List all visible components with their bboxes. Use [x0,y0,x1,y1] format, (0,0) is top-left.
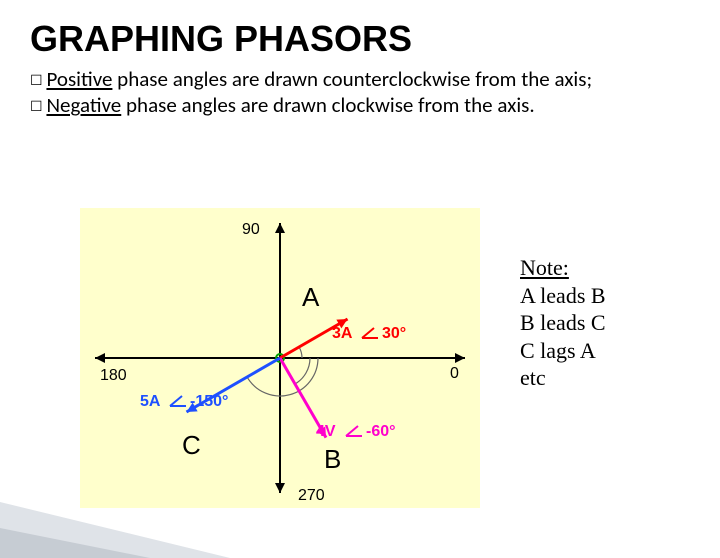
svg-text:5A: 5A [140,393,161,410]
phasor-svg: 90 0 180 270 A 3A 30° B 4V -60° C 5A -150° [80,208,480,508]
svg-text:4V: 4V [316,423,336,440]
note-line-1: A leads B [520,282,606,310]
note-heading: Note: [520,254,606,282]
svg-text:180: 180 [100,367,127,384]
bullet-negative: ☐ Negative phase angles are drawn clockw… [30,92,690,118]
svg-text:3A: 3A [332,325,353,342]
bullet-text-negative: phase angles are drawn clockwise from th… [121,92,534,118]
bullet-marker: ☐ [30,98,46,114]
bullet-key-positive: Positive [46,66,112,92]
bullet-positive: ☐ Positive phase angles are drawn counte… [30,66,690,92]
svg-text:90: 90 [242,221,260,238]
svg-text:270: 270 [298,487,325,504]
svg-text:0: 0 [450,365,459,382]
decor-corner-2 [0,528,150,558]
bullet-marker: ☐ [30,72,46,88]
svg-text:B: B [324,444,341,474]
bullet-list: ☐ Positive phase angles are drawn counte… [30,66,690,119]
bullet-key-negative: Negative [46,92,121,118]
bullet-text-positive: phase angles are drawn counterclockwise … [112,66,592,92]
svg-text:A: A [302,282,320,312]
svg-text:-150°: -150° [190,393,228,410]
svg-text:30°: 30° [382,325,406,342]
note-line-3: C lags A [520,337,606,365]
note-line-4: etc [520,364,606,392]
note-block: Note: A leads B B leads C C lags A etc [520,254,606,392]
svg-text:-60°: -60° [366,423,396,440]
page-title: GRAPHING PHASORS [30,18,720,60]
svg-text:C: C [182,430,201,460]
note-line-2: B leads C [520,309,606,337]
phasor-diagram: 90 0 180 270 A 3A 30° B 4V -60° C 5A -150° [80,208,480,508]
